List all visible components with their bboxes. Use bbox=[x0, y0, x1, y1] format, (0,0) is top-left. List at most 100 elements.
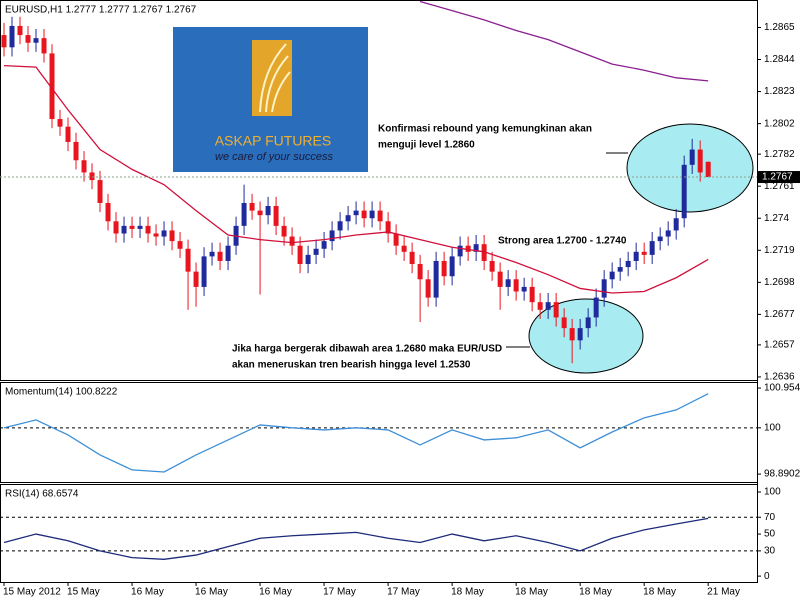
y-tick-label: 0 bbox=[764, 571, 770, 582]
candle-body bbox=[201, 256, 207, 287]
logo-title: ASKAP FUTURES bbox=[215, 133, 331, 149]
candle-body bbox=[481, 244, 487, 261]
candle-body bbox=[577, 328, 583, 341]
candle-body bbox=[1, 35, 7, 48]
y-tick-label: 30 bbox=[764, 546, 776, 557]
candle-body bbox=[585, 317, 591, 329]
x-tick-label: 18 May bbox=[579, 587, 612, 598]
candle-body bbox=[49, 53, 55, 120]
candle-body bbox=[561, 317, 567, 329]
candle-body bbox=[65, 126, 71, 142]
annotation: menguji level 1.2860 bbox=[378, 140, 475, 151]
x-tick-label: 18 May bbox=[515, 587, 548, 598]
candle-body bbox=[433, 260, 439, 298]
y-tick-label: 1.2657 bbox=[764, 340, 795, 351]
x-tick-label: 16 May bbox=[131, 587, 164, 598]
y-tick-label: 1.2761 bbox=[764, 181, 795, 192]
candle-body bbox=[673, 218, 679, 231]
candle-body bbox=[161, 230, 167, 237]
logo: ASKAP FUTURES we care of your success bbox=[173, 27, 368, 172]
candle-body bbox=[305, 254, 311, 265]
candle-body bbox=[441, 260, 447, 277]
candle-body bbox=[209, 251, 215, 257]
candle-body bbox=[105, 202, 111, 222]
y-tick-label: 1.2698 bbox=[764, 277, 795, 288]
y-tick-label: 1.2719 bbox=[764, 245, 795, 256]
candle-body bbox=[401, 245, 407, 252]
candle-body bbox=[41, 38, 47, 54]
x-tick-label: 17 May bbox=[323, 587, 356, 598]
candle-body bbox=[17, 25, 23, 36]
y-tick-label: 70 bbox=[764, 512, 776, 523]
y-tick-label: 100.9543 bbox=[764, 383, 800, 394]
candle-body bbox=[185, 248, 191, 272]
candle-body bbox=[417, 264, 423, 280]
candle-body bbox=[137, 225, 143, 229]
candle-body bbox=[345, 215, 351, 222]
candle-body bbox=[313, 248, 319, 255]
current-price-label: 1.2767 bbox=[762, 172, 793, 183]
annotation: akan meneruskan tren bearish hingga leve… bbox=[232, 360, 471, 371]
candle-body bbox=[529, 286, 535, 303]
candle-body bbox=[193, 271, 199, 287]
candle-body bbox=[9, 25, 15, 48]
candle-body bbox=[329, 230, 335, 242]
candle-body bbox=[465, 245, 471, 252]
candle-body bbox=[681, 164, 687, 219]
candle-body bbox=[625, 260, 631, 268]
moving-average bbox=[419, 0, 709, 82]
candle-body bbox=[113, 221, 119, 234]
logo-tagline: we care of your success bbox=[215, 151, 333, 163]
x-tick-label: 16 May bbox=[259, 587, 292, 598]
highlight-ellipse bbox=[626, 123, 754, 213]
candle-body bbox=[321, 241, 327, 249]
candle-body bbox=[449, 256, 455, 277]
panel-title: Momentum(14) 100.8222 bbox=[5, 387, 118, 398]
y-tick-label: 1.274 bbox=[764, 213, 789, 224]
y-tick-label: 98.8902 bbox=[764, 469, 800, 480]
candle-body bbox=[601, 279, 607, 298]
candle-body bbox=[249, 202, 255, 211]
annotation: Konfirmasi rebound yang kemungkinan akan bbox=[378, 124, 592, 135]
annotation: Jika harga bergerak dibawah area 1.2680 … bbox=[232, 344, 502, 355]
candle-body bbox=[177, 241, 183, 249]
candle-body bbox=[425, 279, 431, 298]
y-tick-label: 1.2865 bbox=[764, 22, 795, 33]
candle-body bbox=[537, 302, 543, 310]
annotation: Strong area 1.2700 - 1.2740 bbox=[498, 236, 627, 247]
candle-body bbox=[129, 225, 135, 229]
candle-body bbox=[569, 328, 575, 341]
candle-body bbox=[57, 119, 63, 127]
candle-body bbox=[473, 244, 479, 252]
candle-body bbox=[649, 241, 655, 255]
y-tick-label: 1.2823 bbox=[764, 86, 795, 97]
candle-body bbox=[393, 233, 399, 246]
candle-body bbox=[153, 233, 159, 237]
y-tick-label: 1.2844 bbox=[764, 54, 795, 65]
panel-title: RSI(14) 68.6574 bbox=[5, 489, 79, 500]
x-tick-label: 18 May bbox=[451, 587, 484, 598]
candle-body bbox=[241, 202, 247, 226]
x-tick-label: 21 May bbox=[707, 587, 740, 598]
candle-body bbox=[657, 236, 663, 242]
logo-icon-lines bbox=[259, 43, 291, 113]
x-tick-label: 16 May bbox=[195, 587, 228, 598]
candle-body bbox=[73, 141, 79, 161]
candle-body bbox=[385, 221, 391, 234]
candle-body bbox=[689, 149, 695, 165]
x-tick-label: 15 May 2012 bbox=[3, 587, 61, 598]
candle-body bbox=[457, 245, 463, 257]
y-tick-label: 100 bbox=[764, 422, 781, 433]
candle-body bbox=[377, 210, 383, 222]
y-tick-label: 1.2677 bbox=[764, 309, 795, 320]
candle-body bbox=[81, 160, 87, 173]
candle-body bbox=[409, 251, 415, 265]
x-tick-label: 17 May bbox=[387, 587, 420, 598]
candle-body bbox=[553, 302, 559, 318]
candle-body bbox=[369, 210, 375, 219]
candle-body bbox=[489, 260, 495, 272]
indicator-line bbox=[3, 517, 709, 560]
